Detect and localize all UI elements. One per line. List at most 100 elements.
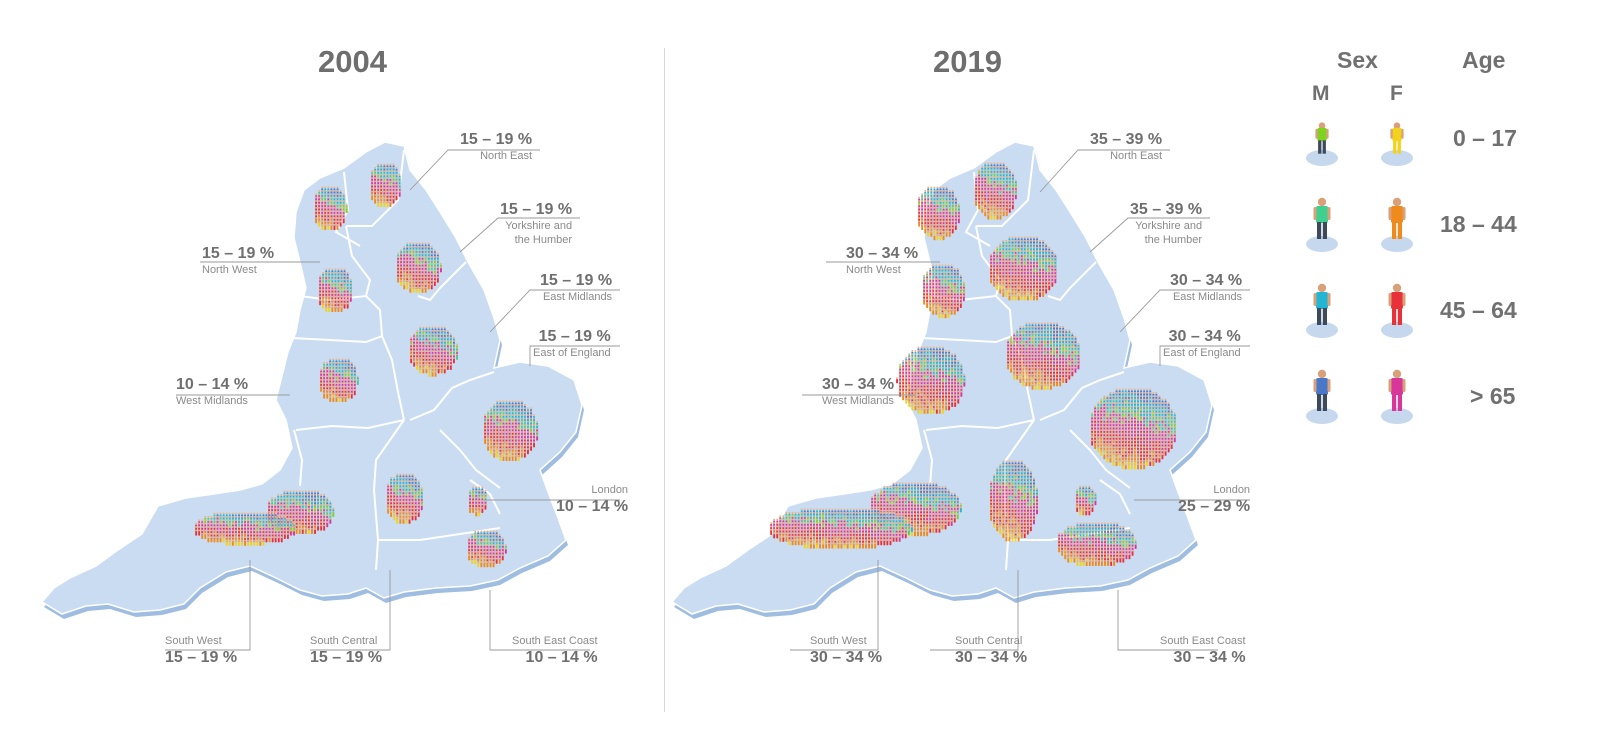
population-crowd <box>469 486 487 517</box>
legend-age-0-17: 0 – 17 <box>1453 125 1517 151</box>
leader-line <box>790 560 879 651</box>
region-border <box>293 429 304 487</box>
region-border <box>1002 419 1035 571</box>
panel-2019: 2019 35 – 39 % North East 35 – 39 % York… <box>650 0 1300 753</box>
leader-line <box>489 289 620 333</box>
region-border <box>439 429 501 489</box>
population-crowd <box>1091 388 1176 470</box>
region-border <box>929 294 1013 337</box>
region-border <box>295 419 405 431</box>
year-title: 2019 <box>933 44 1002 79</box>
population-crowd <box>871 482 962 537</box>
region-border <box>1099 479 1131 515</box>
region-border <box>1047 261 1097 302</box>
label-north-west: 30 – 34 % North West <box>846 245 919 276</box>
population-crowd <box>918 186 960 241</box>
region-border <box>381 335 405 421</box>
leader-line <box>459 217 580 253</box>
label-east-midlands: 30 – 34 % East Midlands <box>1170 272 1243 303</box>
population-crowd <box>468 530 507 568</box>
population-crowd <box>315 186 348 230</box>
label-south-central: South Central 30 – 34 % <box>955 635 1028 666</box>
region-border <box>925 419 1035 431</box>
label-east-midlands: 15 – 19 % East Midlands <box>540 272 613 303</box>
panel-2004: 2004 15 – 19 % North East 15 – 19 % York… <box>0 0 650 753</box>
year-title: 2004 <box>318 44 387 79</box>
female-figure-icon <box>1381 122 1413 166</box>
label-south-west: South West 15 – 19 % <box>165 635 238 666</box>
panel-divider <box>664 48 665 712</box>
population-crowd <box>195 512 295 546</box>
label-west-midlands: 30 – 34 % West Midlands <box>822 376 895 407</box>
legend-age-title: Age <box>1462 47 1506 73</box>
leader-line <box>1089 217 1210 253</box>
population-crowd <box>990 236 1057 301</box>
region-border <box>923 429 934 487</box>
population-crowd <box>975 162 1017 220</box>
leader-line <box>1117 590 1218 651</box>
population-crowd <box>1058 522 1137 566</box>
female-figure-icon <box>1381 283 1413 338</box>
population-crowd <box>896 346 966 414</box>
female-figure-icon <box>1381 369 1413 424</box>
legend-male-label: M <box>1312 82 1330 105</box>
male-figure-icon <box>1306 122 1338 166</box>
legend-age-65-plus: > 65 <box>1470 383 1516 409</box>
population-crowd <box>1007 322 1080 390</box>
population-crowd <box>484 400 539 461</box>
population-crowd <box>371 163 401 207</box>
leader-line <box>489 590 590 651</box>
label-north-east: 15 – 19 % North East <box>460 131 533 162</box>
label-east-of-england: 30 – 34 % East of England <box>1163 328 1241 359</box>
male-figure-icon <box>1306 197 1338 252</box>
england-map <box>670 141 1250 651</box>
legend-age-18-44: 18 – 44 <box>1440 211 1517 237</box>
population-crowd <box>1076 485 1097 516</box>
population-crowd <box>923 264 965 319</box>
population-crowd <box>770 508 913 549</box>
leader-line <box>1119 289 1250 333</box>
legend-female-label: F <box>1390 82 1403 105</box>
map-outline <box>40 141 583 615</box>
region-border <box>346 149 405 227</box>
leader-line <box>930 570 1019 651</box>
label-south-west: South West 30 – 34 % <box>810 635 883 666</box>
male-figure-icon <box>1306 369 1338 424</box>
leader-line <box>1039 149 1170 193</box>
label-yorkshire: 15 – 19 % Yorkshire and the Humber <box>500 201 573 246</box>
region-border <box>1039 371 1125 421</box>
region-border <box>976 149 1035 227</box>
male-figure-icon <box>1306 283 1338 338</box>
label-south-east-coast: South East Coast 10 – 14 % <box>512 635 598 666</box>
region-border <box>417 261 467 302</box>
region-border <box>1008 527 1131 541</box>
label-north-west: 15 – 19 % North West <box>202 245 275 276</box>
legend-people <box>1306 122 1413 424</box>
region-border <box>345 225 372 297</box>
region-border <box>921 335 1013 344</box>
population-crowd <box>320 358 359 402</box>
label-london: London 25 – 29 % <box>1178 484 1251 515</box>
label-yorkshire: 35 – 39 % Yorkshire and the Humber <box>1130 201 1203 246</box>
label-south-east-coast: South East Coast 30 – 34 % <box>1160 635 1246 666</box>
population-crowd <box>319 268 352 312</box>
region-border <box>409 371 495 421</box>
label-south-central: South Central 15 – 19 % <box>310 635 383 666</box>
label-london: London 10 – 14 % <box>556 484 629 515</box>
leader-line <box>1159 345 1250 366</box>
female-figure-icon <box>1381 197 1413 252</box>
leader-line <box>310 570 391 651</box>
leader-line <box>409 149 540 191</box>
label-north-east: 35 – 39 % North East <box>1090 131 1163 162</box>
population-crowd <box>397 242 442 293</box>
region-border <box>378 527 501 541</box>
legend: Sex Age M F 0 – 17 18 – 44 45 – 64 > 65 <box>1300 0 1600 753</box>
population-crowd <box>990 460 1038 542</box>
population-crowd <box>410 326 458 377</box>
england-map <box>40 141 620 651</box>
label-east-of-england: 15 – 19 % East of England <box>533 328 611 359</box>
population-crowd <box>387 473 423 524</box>
label-west-midlands: 10 – 14 % West Midlands <box>176 376 249 407</box>
region-border <box>1069 429 1131 489</box>
region-border <box>372 419 405 571</box>
